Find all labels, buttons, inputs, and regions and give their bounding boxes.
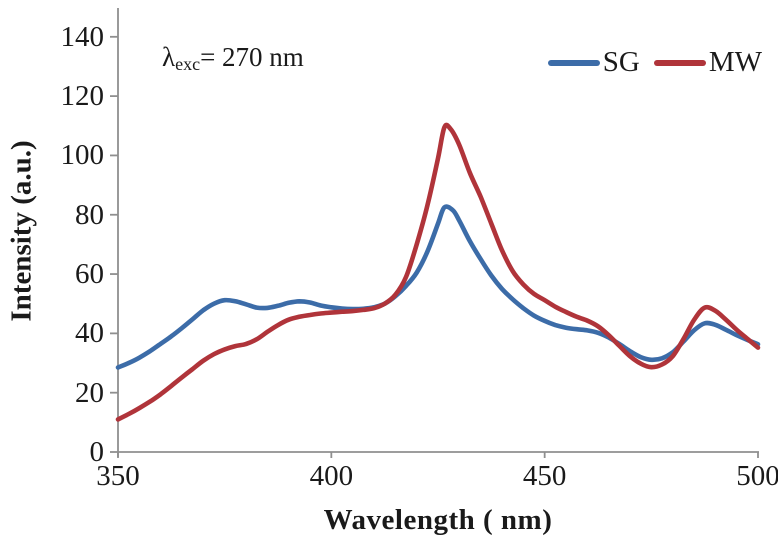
- series-line-mw: [115, 122, 761, 422]
- axes: [110, 8, 759, 458]
- x-tick-label-400: 400: [309, 460, 354, 492]
- x-axis-title: Wavelength ( nm): [323, 504, 553, 536]
- mw-line-swatch: [653, 59, 706, 66]
- lambda-symbol: λ: [162, 42, 176, 72]
- legend: SG MW: [547, 46, 762, 78]
- legend-item-sg: SG: [547, 46, 640, 78]
- y-tick-label-140: 140: [60, 20, 105, 53]
- excitation-wavelength-annotation: λexc= 270 nm: [162, 42, 304, 75]
- legend-item-mw: MW: [653, 46, 762, 78]
- y-tick-label-20: 20: [75, 376, 104, 409]
- x-tick-label-500: 500: [736, 460, 778, 492]
- x-tick-label-350: 350: [96, 460, 140, 492]
- annotation-value: = 270 nm: [200, 42, 304, 72]
- legend-label-mw: MW: [708, 46, 762, 78]
- y-tick-label-60: 60: [75, 258, 104, 291]
- data-series: [115, 122, 761, 422]
- y-tick-label-80: 80: [75, 198, 104, 231]
- lambda-subscript: exc: [175, 54, 201, 74]
- y-tick-label-40: 40: [75, 317, 104, 350]
- y-tick-label-120: 120: [60, 80, 105, 113]
- sg-line-swatch: [547, 59, 600, 66]
- y-tick-label-100: 100: [60, 139, 105, 172]
- legend-label-sg: SG: [602, 46, 640, 78]
- series-line-sg: [115, 204, 761, 370]
- x-tick-label-450: 450: [522, 460, 567, 492]
- y-tick-label-0: 0: [89, 436, 105, 468]
